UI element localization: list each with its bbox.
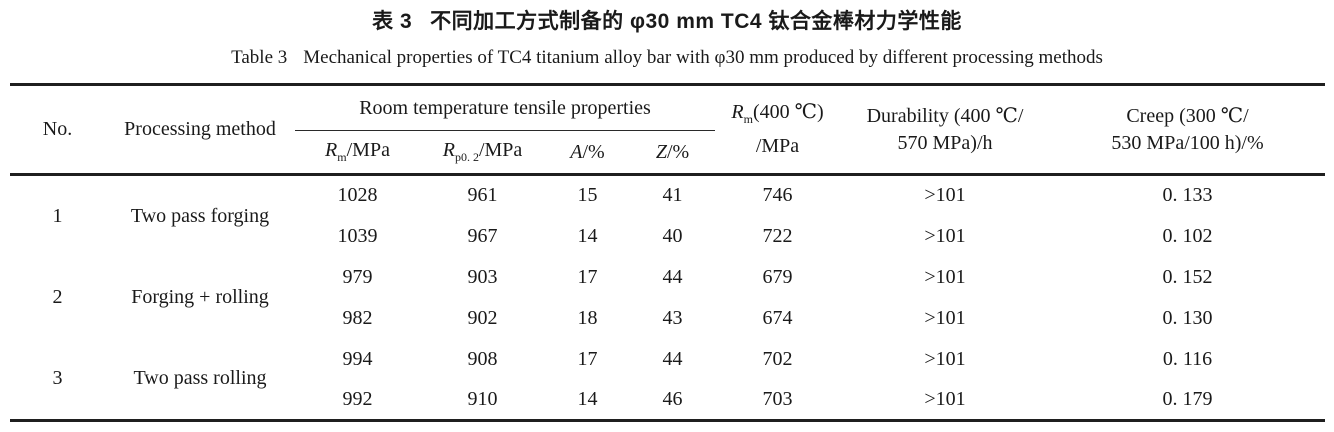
cell-group-no: 3 [52,367,63,390]
header-durability-line2: 570 MPa)/h [897,131,993,154]
cell-z: 41 [662,184,683,207]
cell-durability: >101 [924,184,966,207]
cell-rm: 994 [342,347,373,370]
a-symbol: A [570,140,583,163]
header-creep-line1: Creep (300 ℃/ [1126,104,1249,127]
cell-z: 44 [662,265,683,288]
header-no: No. [10,84,105,176]
header-reduction: Z/% [630,130,716,176]
table-body: 1 Two pass forging 1028 961 15 41 746 >1… [10,175,1325,421]
rp02-subscript: p0. 2 [454,150,479,164]
cell-durability: >101 [924,347,966,370]
rm-subscript: m [337,150,347,164]
cell-rm400: 674 [762,306,793,329]
cell-z: 46 [662,387,683,410]
properties-table: No. Processing method Room temperature t… [10,83,1326,422]
cell-a: 17 [577,347,598,370]
cell-rm400: 679 [762,265,793,288]
cell-a: 15 [577,184,598,207]
header-rm-400-line2: /MPa [755,135,800,157]
cell-rp02: 908 [467,347,498,370]
header-creep-line2: 530 MPa/100 h)/% [1111,131,1264,154]
table-row: 3 Two pass rolling 994 908 17 44 702 >10… [10,339,1325,390]
cell-creep: 0. 116 [1162,347,1213,370]
cell-rm: 1028 [337,184,378,207]
header-creep: Creep (300 ℃/ 530 MPa/100 h)/% [1050,84,1326,176]
caption-cn-text: 不同加工方式制备的 φ30 mm TC4 钛合金棒材力学性能 [430,10,962,33]
z-symbol: Z [655,140,667,163]
table-row: 2 Forging + rolling 979 903 17 44 679 >1… [10,257,1325,309]
rm400-condition: (400 ℃) [752,101,824,123]
caption-en-text: Mechanical properties of TC4 titanium al… [303,47,1103,68]
cell-processing-method: Forging + rolling [131,286,269,308]
table-caption-english: Table 3 Mechanical properties of TC4 tita… [0,45,1334,70]
header-rm-400-line1: Rm(400 ℃) [715,99,840,133]
cell-rm: 982 [342,306,373,329]
rp02-unit: /MPa [478,139,523,161]
cell-rp02: 967 [467,224,498,247]
cell-a: 14 [577,224,598,247]
header-rm-400: Rm(400 ℃) /MPa [715,84,841,176]
header-durability-line1: Durability (400 ℃/ [866,104,1024,127]
cell-processing-method: Two pass forging [130,204,270,227]
table-row: 1039 967 14 40 722 >101 0. 102 [10,216,1325,257]
cell-z: 40 [662,224,683,247]
header-group-room-temperature: Room temperature tensile properties [295,84,716,131]
cell-rp02: 903 [467,265,498,288]
z-unit: /% [666,140,690,163]
cell-z: 43 [662,306,683,329]
cell-creep: 0. 133 [1162,184,1213,207]
cell-a: 14 [577,387,598,410]
table-header: No. Processing method Room temperature t… [10,84,1326,176]
cell-z: 44 [662,347,683,370]
header-rp02: Rp0. 2/MPa [420,130,545,176]
cell-group-no: 2 [52,286,63,308]
cell-durability: >101 [924,224,966,247]
a-unit: /% [582,140,605,163]
cell-rp02: 910 [467,387,498,410]
cell-creep: 0. 102 [1162,224,1213,247]
cell-creep: 0. 179 [1162,387,1213,410]
rm-unit: /MPa [346,139,390,161]
rm-symbol: R [325,139,338,161]
header-elongation: A/% [545,130,630,176]
rm400-subscript: m [743,112,753,126]
table-caption-chinese: 表 3 不同加工方式制备的 φ30 mm TC4 钛合金棒材力学性能 [0,0,1334,36]
rp02-symbol: R [442,139,455,161]
caption-cn-label: 表 3 [372,10,413,33]
table-row: 1 Two pass forging 1028 961 15 41 746 >1… [10,175,1325,227]
cell-group-no: 1 [52,204,63,227]
cell-durability: >101 [924,265,966,288]
cell-a: 18 [577,306,598,329]
cell-rm400: 703 [762,387,793,410]
header-rm: Rm/MPa [295,130,420,176]
header-durability: Durability (400 ℃/ 570 MPa)/h [840,84,1051,176]
cell-rm: 979 [342,265,373,288]
table-row: 992 910 14 46 703 >101 0. 179 [10,380,1325,421]
cell-creep: 0. 152 [1162,265,1213,288]
cell-rp02: 961 [467,184,498,207]
cell-durability: >101 [924,306,966,329]
cell-creep: 0. 130 [1162,306,1213,329]
cell-a: 17 [577,265,598,288]
cell-rm: 992 [342,387,373,410]
header-processing-method: Processing method [105,84,295,176]
cell-rm400: 746 [762,184,793,207]
table-row: 982 902 18 43 674 >101 0. 130 [10,298,1325,339]
cell-durability: >101 [924,387,966,410]
cell-rm400: 702 [762,347,793,370]
cell-rm: 1039 [337,224,378,247]
caption-en-label: Table 3 [231,47,288,68]
cell-rm400: 722 [762,224,793,247]
cell-rp02: 902 [467,306,498,329]
rm400-symbol: R [731,101,744,123]
cell-processing-method: Two pass rolling [133,367,267,390]
